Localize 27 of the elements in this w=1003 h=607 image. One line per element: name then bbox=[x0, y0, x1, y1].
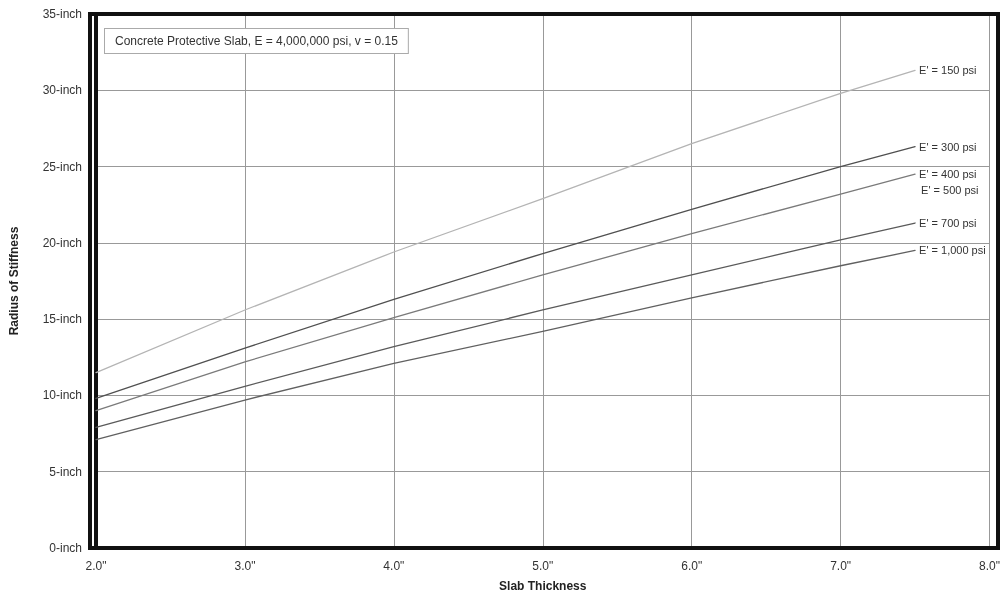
annotation: E' = 500 psi bbox=[921, 183, 979, 196]
x-tick-label: 3.0" bbox=[234, 559, 256, 573]
y-tick-label: 30-inch bbox=[42, 83, 82, 98]
y-tick-label: 10-inch bbox=[42, 388, 82, 403]
x-tick-label: 2.0" bbox=[85, 559, 107, 573]
text: Concrete Protective Slab, E = 4,000,000 psi, v = 0.15 bbox=[115, 34, 399, 48]
series-label: E' = 150 psi bbox=[919, 64, 977, 77]
y-tick-label: 15-inch bbox=[42, 312, 82, 327]
series-label: E' = 400 psi bbox=[919, 168, 977, 181]
series-label: E' = 1,000 psi bbox=[919, 244, 986, 257]
series-label: E' = 700 psi bbox=[919, 217, 977, 230]
x-tick-label: 5.0" bbox=[532, 559, 554, 573]
y-tick-label: 5-inch bbox=[49, 464, 82, 479]
y-tick-label: 0-inch bbox=[49, 541, 82, 555]
x-tick-label: 6.0" bbox=[681, 559, 703, 573]
x-tick-label: 8.0" bbox=[979, 559, 1001, 573]
y-tick-label: 25-inch bbox=[42, 159, 82, 174]
y-tick-label: 35-inch bbox=[42, 7, 82, 21]
x-tick-label: 4.0" bbox=[383, 559, 405, 573]
line-series bbox=[95, 222, 916, 429]
y-tick-label: 20-inch bbox=[42, 235, 82, 250]
line-series bbox=[95, 249, 916, 441]
y-axis-title: Radius of Stiffness bbox=[7, 226, 21, 336]
x-tick-label: 7.0" bbox=[830, 559, 852, 573]
series-label: E' = 300 psi bbox=[919, 140, 977, 153]
line-series bbox=[95, 69, 916, 374]
x-axis-title: Slab Thickness bbox=[499, 579, 587, 593]
